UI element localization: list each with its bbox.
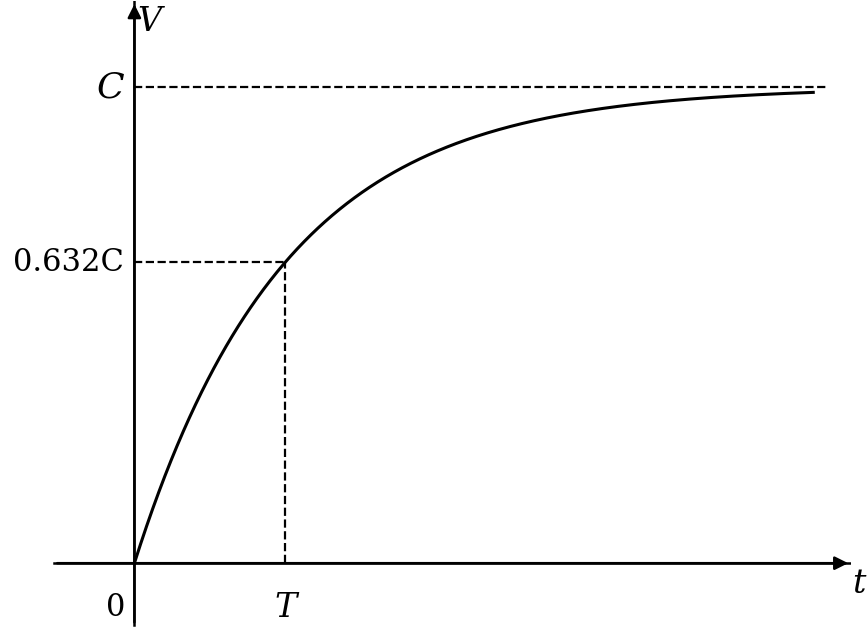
Text: 0.632C: 0.632C — [13, 247, 124, 278]
Text: C: C — [96, 70, 124, 104]
Text: 0: 0 — [106, 591, 126, 623]
Text: t: t — [852, 568, 866, 600]
Text: V: V — [137, 6, 161, 38]
Text: T: T — [274, 591, 297, 624]
